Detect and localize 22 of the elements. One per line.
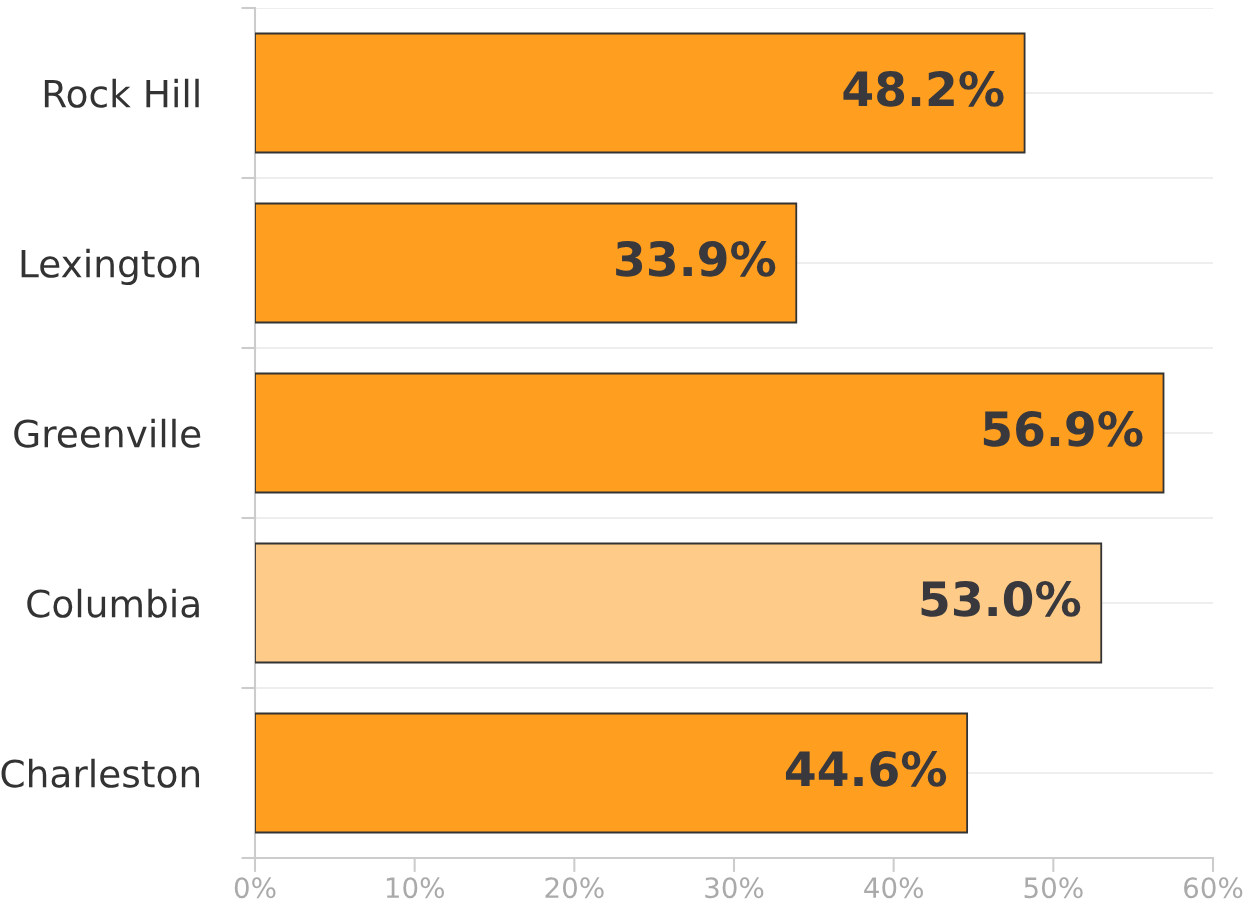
bar — [255, 542, 1103, 664]
data-label: 53.0% — [921, 580, 1081, 617]
bar — [255, 202, 798, 324]
y-tick-label: Lexington — [21, 248, 200, 286]
x-tick-label: 20% — [545, 877, 604, 899]
x-tick-label: 10% — [386, 877, 444, 899]
data-label: 33.9% — [616, 240, 776, 277]
data-label: 44.6% — [785, 750, 947, 787]
x-tick-label: 40% — [864, 877, 923, 899]
bar — [255, 712, 969, 834]
y-tick-label: Columbia — [27, 588, 199, 618]
x-tick-label: 50% — [1024, 877, 1083, 899]
y-tick-label: Greenville — [14, 418, 201, 448]
y-tick-label: Rock Hill — [44, 78, 199, 108]
x-tick-label: 60% — [1184, 877, 1243, 899]
bar — [255, 372, 1165, 494]
y-tick-label: Charleston — [1, 758, 200, 788]
x-tick-label: 30% — [705, 877, 764, 899]
bar — [255, 32, 1026, 154]
x-tick-label: 0% — [234, 877, 276, 899]
data-label: 56.9% — [983, 410, 1143, 447]
data-label: 48.2% — [843, 70, 1004, 107]
